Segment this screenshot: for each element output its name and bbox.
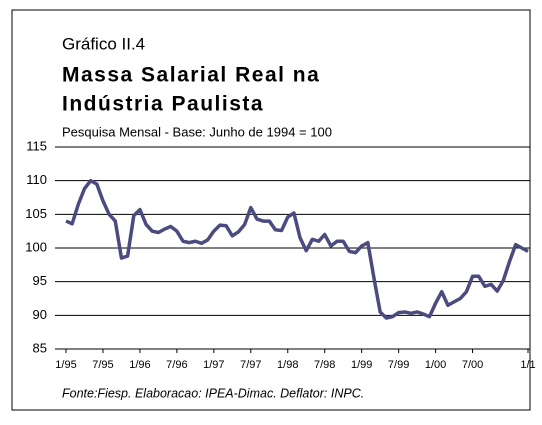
frame [11,9,531,411]
x-tick-label: 7/97 [240,359,261,371]
chart-title: Massa Salarial Real na [62,64,320,87]
x-tick-label: 7/95 [92,359,113,371]
x-tick-label: 7/98 [314,359,335,371]
x-tick-label: 7/00 [462,359,483,371]
y-tick-label: 100 [25,239,47,254]
chart-subtitle: Pesquisa Mensal - Base: Junho de 1994 = … [62,124,332,139]
x-tick-label: 7/96 [166,359,187,371]
y-tick-label: 85 [33,340,47,355]
y-tick-label: 115 [26,138,47,153]
x-tick-label: 1/97 [203,359,224,371]
source-note: Fonte:Fiesp. Elaboracao: IPEA-Dimac. Def… [62,386,364,400]
data-line [65,178,529,320]
y-tick-label: 105 [25,206,47,221]
x-tick-label: 1/00 [425,359,446,371]
x-tick-label: 1/96 [129,359,150,371]
y-tick-label: 110 [26,172,47,187]
y-tick-label: 95 [33,273,47,288]
x-tick-label: 7/99 [388,359,409,371]
chart-label: Gráfico II.4 [62,34,145,53]
x-tick-label: 1/99 [351,359,372,371]
x-tick-label: 1/98 [277,359,298,371]
x-tick-label: 1/1 [520,359,535,371]
x-tick-label: 1/95 [55,359,76,371]
y-tick-label: 90 [33,307,47,322]
chart-title: Indústria Paulista [62,93,264,116]
